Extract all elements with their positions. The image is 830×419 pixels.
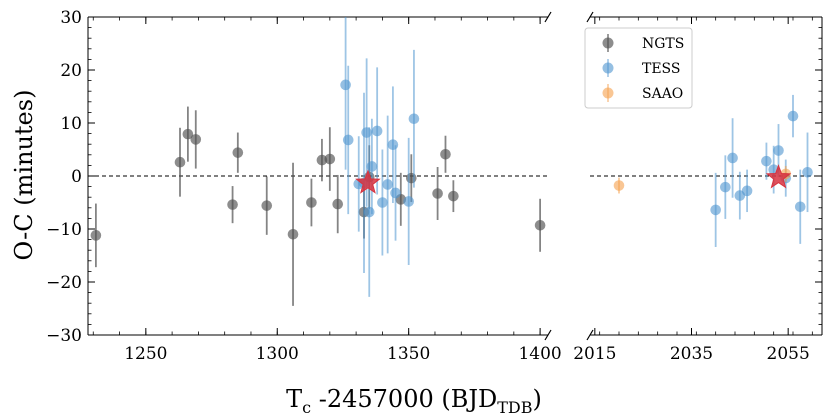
point-tess-10 bbox=[387, 139, 399, 151]
x-axis-title-end: ) bbox=[533, 385, 542, 413]
point-ngts-9 bbox=[316, 154, 328, 166]
legend-marker-saao bbox=[602, 87, 614, 99]
point-tess-4 bbox=[361, 127, 372, 138]
point-tess-19 bbox=[761, 155, 772, 167]
point-tess-13 bbox=[408, 113, 420, 125]
point-ngts-16 bbox=[432, 188, 443, 199]
point-tess-24 bbox=[794, 201, 806, 213]
point-tess-11 bbox=[390, 187, 401, 199]
point-tess-0 bbox=[340, 79, 351, 91]
axis-break-right-1 bbox=[586, 329, 594, 341]
point-tess-1 bbox=[342, 134, 354, 146]
point-tess-21 bbox=[773, 145, 784, 156]
point-ngts-17 bbox=[440, 148, 451, 160]
legend-box bbox=[584, 27, 693, 109]
x-tick-label-right-2055: 2055 bbox=[767, 344, 810, 364]
y-tick-label-10: 10 bbox=[60, 114, 82, 134]
point-tess-8 bbox=[377, 197, 388, 208]
axis-break-left-0 bbox=[544, 11, 552, 23]
point-ngts-11 bbox=[332, 198, 344, 210]
point-tess-7 bbox=[371, 125, 383, 137]
x-tick-label-left-1350: 1350 bbox=[387, 344, 430, 364]
point-ngts-19 bbox=[534, 219, 546, 231]
point-ngts-2 bbox=[182, 128, 194, 140]
y-tick-label-0: 0 bbox=[71, 167, 82, 187]
y-tick-label-30: 30 bbox=[60, 8, 82, 28]
point-ngts-5 bbox=[232, 147, 244, 158]
point-ngts-1 bbox=[174, 156, 186, 168]
star-marker-0 bbox=[355, 169, 381, 194]
point-ngts-10 bbox=[324, 153, 336, 165]
point-tess-6 bbox=[366, 161, 378, 172]
x-tick-label-left-1400: 1400 bbox=[518, 344, 561, 364]
point-tess-12 bbox=[403, 196, 414, 207]
point-ngts-15 bbox=[406, 172, 417, 184]
point-ngts-6 bbox=[261, 200, 273, 211]
point-tess-14 bbox=[710, 204, 721, 216]
point-tess-18 bbox=[741, 185, 753, 197]
legend: NGTS TESS SAAO bbox=[584, 27, 693, 109]
x-tick-label-left-1300: 1300 bbox=[256, 344, 299, 364]
point-tess-25 bbox=[802, 166, 813, 178]
x-tick-label-right-2035: 2035 bbox=[670, 344, 713, 364]
point-ngts-8 bbox=[306, 197, 317, 208]
y-axis-title: O-C (minutes) bbox=[10, 90, 38, 261]
y-tick-label-20: 20 bbox=[60, 61, 82, 81]
point-ngts-3 bbox=[190, 134, 202, 145]
point-tess-5 bbox=[363, 206, 375, 218]
point-tess-23 bbox=[787, 110, 799, 122]
legend-marker-ngts bbox=[602, 37, 614, 49]
y-tick-label--10: −10 bbox=[46, 220, 82, 240]
legend-label-saao: SAAO bbox=[642, 86, 683, 102]
x-tick-label-left-1250: 1250 bbox=[124, 344, 167, 364]
point-tess-15 bbox=[720, 181, 731, 193]
y-tick-label--30: −30 bbox=[46, 326, 82, 346]
point-ngts-0 bbox=[90, 230, 102, 241]
legend-marker-tess bbox=[602, 62, 614, 74]
legend-label-tess: TESS bbox=[642, 61, 681, 77]
x-axis-title: Tc -2457000 (BJDTDB) bbox=[286, 385, 542, 417]
point-tess-16 bbox=[727, 152, 738, 164]
point-saao-0 bbox=[613, 180, 625, 191]
point-ngts-7 bbox=[287, 229, 299, 240]
chart-data bbox=[90, 17, 813, 306]
point-tess-9 bbox=[382, 179, 393, 190]
axis-break-right-0 bbox=[586, 11, 594, 23]
y-tick-label--20: −20 bbox=[46, 273, 82, 293]
chart-axes: 1250 1300 1350 1400 2015 2035 2055 −30 −20 −10 0 10… bbox=[46, 8, 823, 364]
point-ngts-4 bbox=[227, 199, 238, 210]
x-axis-title-sub2: TDB bbox=[497, 398, 532, 417]
x-axis-title-rest: -2457000 (BJD bbox=[311, 385, 497, 413]
star-marker-1 bbox=[765, 164, 792, 189]
axis-break-left-1 bbox=[544, 329, 552, 341]
x-axis-title-sub: c bbox=[302, 398, 311, 417]
x-tick-label-right-2015: 2015 bbox=[573, 344, 616, 364]
x-axis-title-main: T bbox=[286, 385, 302, 413]
point-ngts-18 bbox=[448, 190, 459, 202]
legend-label-ngts: NGTS bbox=[642, 36, 684, 52]
